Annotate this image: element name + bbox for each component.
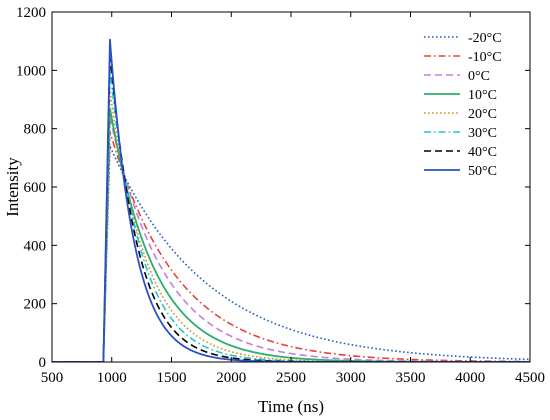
y-tick-label-4: 800 bbox=[24, 122, 47, 138]
x-tick-label-0: 500 bbox=[41, 370, 64, 386]
legend-label-6: 40°C bbox=[468, 145, 497, 160]
legend-label-7: 50°C bbox=[468, 164, 497, 179]
x-tick-label-2: 1500 bbox=[157, 370, 187, 386]
legend-label-3: 10°C bbox=[468, 88, 497, 103]
legend-label-1: -10°C bbox=[468, 50, 502, 65]
legend-label-2: 0°C bbox=[468, 69, 490, 84]
y-axis-label: Intensity bbox=[3, 157, 22, 217]
y-tick-label-1: 200 bbox=[24, 297, 47, 313]
legend-label-5: 30°C bbox=[468, 126, 497, 141]
series-line-1 bbox=[52, 130, 530, 362]
y-tick-label-3: 600 bbox=[24, 180, 47, 196]
y-tick-label-0: 0 bbox=[39, 355, 47, 371]
legend: -20°C -10°C 0°C 10°C 20°C 30°C 40°C 50°C bbox=[424, 31, 502, 179]
x-tick-label-6: 3500 bbox=[396, 370, 426, 386]
series-line-0 bbox=[52, 145, 530, 362]
series-line-2 bbox=[52, 116, 530, 362]
y-tick-label-2: 400 bbox=[24, 238, 47, 254]
x-axis-label: Time (ns) bbox=[258, 397, 324, 416]
x-tick-label-5: 3000 bbox=[336, 370, 366, 386]
x-tick-label-3: 2000 bbox=[216, 370, 246, 386]
y-tick-label-6: 1200 bbox=[16, 5, 46, 21]
ticks-layer: 500 1000 1500 2000 2500 3000 3500 4000 4500 0 200 4… bbox=[16, 5, 545, 386]
x-tick-label-7: 4000 bbox=[455, 370, 485, 386]
x-tick-label-4: 2500 bbox=[276, 370, 306, 386]
legend-label-4: 20°C bbox=[468, 107, 497, 122]
y-tick-label-5: 1000 bbox=[16, 63, 46, 79]
legend-label-0: -20°C bbox=[468, 31, 502, 46]
x-tick-label-8: 4500 bbox=[515, 370, 545, 386]
x-tick-label-1: 1000 bbox=[97, 370, 127, 386]
